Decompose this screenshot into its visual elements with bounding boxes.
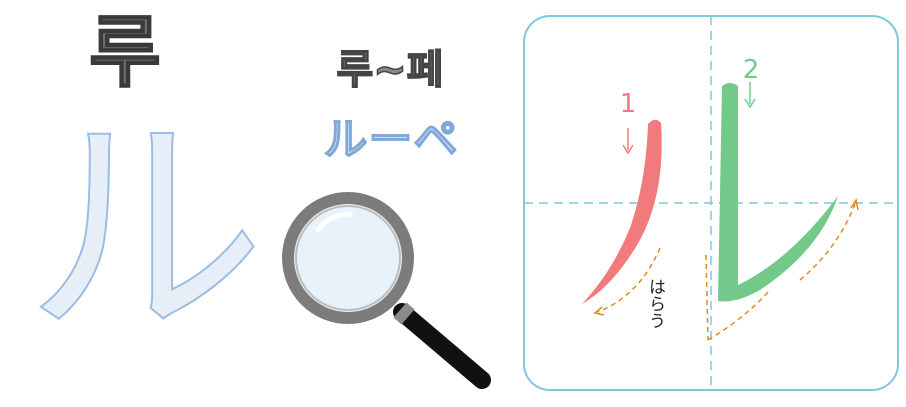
stroke-2 — [718, 83, 838, 302]
stroke-1-number: 1 — [620, 89, 637, 119]
stroke-1 — [582, 119, 662, 304]
stroke-order-panel: 1 2 はらう — [523, 15, 899, 391]
stroke-2-number: 2 — [743, 55, 760, 85]
magnifier-icon — [282, 192, 491, 389]
korean-range: 루~페 — [336, 47, 445, 93]
kana-range: ルーペ — [323, 114, 459, 165]
kana-main: ル — [24, 90, 266, 370]
stroke-note: はらう — [645, 278, 665, 329]
korean-main: 루 — [88, 8, 162, 98]
stroke-1-direction-arrow — [597, 247, 661, 313]
stroke-2-direction-arrow — [799, 203, 856, 281]
